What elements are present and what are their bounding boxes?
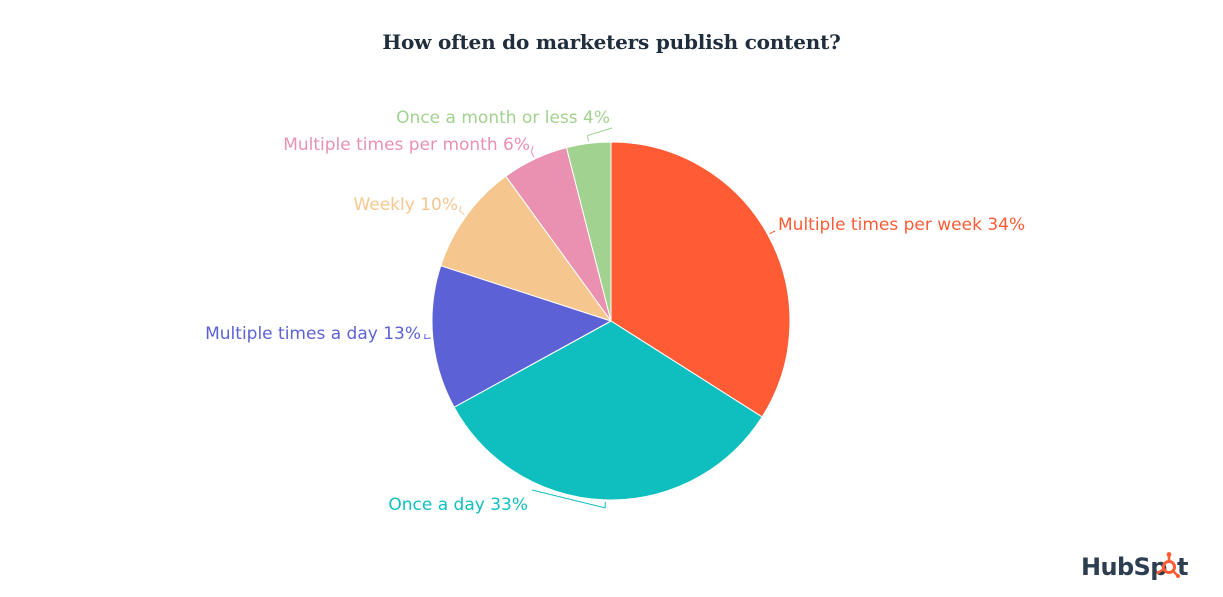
leader-line [769,230,776,235]
svg-text:HubSp: HubSp [1081,553,1167,581]
leader-line [530,145,535,158]
slice-label: Once a day 33% [388,495,528,515]
leader-line [587,127,613,142]
slice-label: Multiple times per month 6% [283,135,530,155]
slice-label: Multiple times per week 34% [778,215,1025,235]
leader-line [531,489,606,509]
slice-label: Once a month or less 4% [396,108,610,128]
svg-text:t: t [1177,553,1188,581]
pie-slices [431,141,791,501]
chart-title: How often do marketers publish content? [382,30,841,54]
leader-lines [424,127,776,509]
pie-slice [453,320,763,501]
leader-line [459,205,465,216]
pie-slice [431,265,613,408]
pie-slice [610,141,791,418]
slice-label: Multiple times a day 13% [205,324,421,344]
leader-line [424,333,431,340]
hubspot-sprocket-logo: HubSp t [1081,552,1189,581]
slice-label: Weekly 10% [353,195,458,215]
slice-labels: Multiple times per week 34% Once a day 33… [205,108,1025,515]
pie-slice [565,141,612,322]
pie-slice [440,175,613,322]
hubspot-logo: HubSp t [1081,551,1193,581]
